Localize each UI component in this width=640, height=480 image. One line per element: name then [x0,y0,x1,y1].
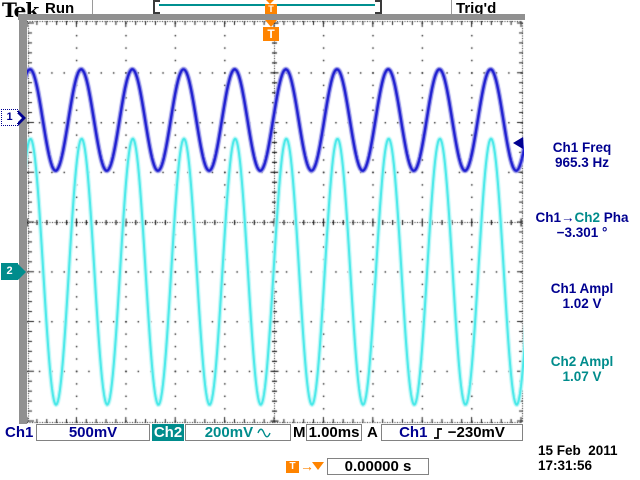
measurement-value: −3.301 ° [556,225,608,240]
separator [92,0,93,14]
measurement-ch1-ampl: Ch1 Ampl 1.02 V [524,281,640,311]
down-arrow-icon [312,462,324,470]
trigger-type-label: A [367,424,378,441]
ch2-marker-pointer-icon [18,264,26,280]
measurement-label: Ch1 Freq [552,140,612,155]
ch2-marker-label: 2 [6,265,13,277]
waveform-display [27,20,524,424]
trigger-level-arrow-icon [513,137,523,149]
trigger-source: Ch1 [399,424,428,441]
record-view-right-bracket [375,0,382,14]
ch2-scale-readout: 200mV [185,424,291,441]
trigger-point-arrow-icon [265,20,277,27]
arrow-icon: → [560,210,575,225]
bezel-left-bar [19,14,27,424]
measurement-phase: Ch1→Ch2 Pha −3.301 ° [524,210,640,240]
horizontal-position-readout: 0.00000 s [327,458,429,475]
measurement-value: 1.07 V [562,369,602,384]
ch1-marker-label: 1 [6,111,13,123]
ch1-position-marker: 1 [1,109,26,126]
ch1-scale-readout: 500mV [36,424,150,441]
ac-coupling-icon [257,428,271,438]
measurement-label: Ch1→Ch2 Pha [524,210,640,225]
measurement-value: 965.3 Hz [554,155,610,170]
measurement-value: 1.02 V [562,296,602,311]
record-view-left-bracket [153,0,160,14]
bezel-top-bar [18,14,525,20]
separator [451,0,452,14]
arrow-icon: → [300,458,314,474]
trigger-level: −230mV [447,424,505,441]
ch1-marker-pointer-inner [17,113,22,123]
phase-dst: Ch2 [574,210,600,225]
phase-src: Ch1 [535,210,561,225]
trigger-position-marker: T [265,4,277,14]
trigger-position-arrow-icon [266,0,274,4]
ch1-marker-pointer-icon [18,110,26,126]
ch2-scale-value: 200mV [204,424,254,441]
measurement-ch2-ampl: Ch2 Ampl 1.07 V [524,354,640,384]
ch2-position-marker: 2 [1,263,26,280]
ch2-label: Ch2 [152,424,184,441]
trigger-point-marker: T [263,27,279,41]
date: 15 Feb 2011 [538,443,618,458]
measurement-label: Ch1 Ampl [550,281,614,296]
trigger-readout: Ch1 −230mV [381,424,523,441]
ch1-label: Ch1 [5,424,34,441]
phase-meas: Pha [600,210,629,225]
timebase-label: M [293,424,306,441]
measurement-ch1-freq: Ch1 Freq 965.3 Hz [524,140,640,170]
time: 17:31:56 [538,458,593,473]
measurement-label: Ch2 Ampl [550,354,614,369]
acquisition-state: Run [45,0,75,17]
trigger-status: Trig'd [456,0,497,17]
rising-edge-icon [433,428,442,439]
timebase-readout: 1.00ms [306,424,362,441]
horizontal-marker-icon: T [286,461,299,473]
